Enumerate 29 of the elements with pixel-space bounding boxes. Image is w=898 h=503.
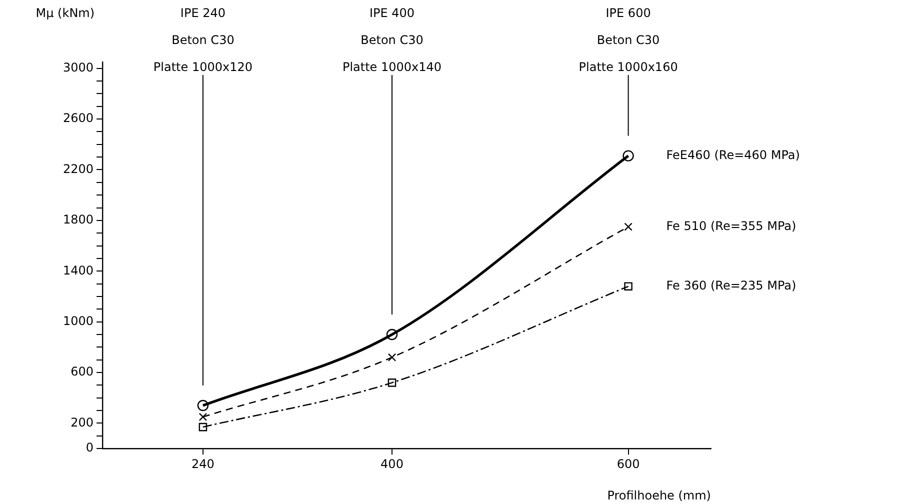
- point: [198, 412, 208, 422]
- text: Fe 360 (Re=235 MPa): [666, 278, 796, 292]
- point: [386, 328, 398, 340]
- point: [388, 378, 396, 387]
- x-tick-label: 400: [380, 456, 404, 471]
- y-tick-label: 3000: [62, 60, 94, 74]
- x-axis-title: Profilhoehe (mm): [607, 488, 711, 503]
- point: [622, 150, 634, 162]
- point: [624, 222, 632, 231]
- point: [198, 422, 208, 432]
- y-tick-label: 2200: [62, 162, 94, 176]
- point: [388, 353, 396, 362]
- ref-line-label: IPE 600 Beton C30 Platte 1000x160: [578, 6, 678, 74]
- point: [624, 282, 632, 290]
- x-tick-label: 240: [192, 456, 214, 471]
- y-tick-label: 600: [70, 364, 94, 379]
- y-tick-label: 0: [86, 440, 94, 455]
- y-tick-label: 1800: [62, 212, 94, 227]
- x-tick-label: 600: [616, 456, 640, 471]
- y-tick-label: 1000: [62, 314, 94, 328]
- ref-line-label: IPE 240 Beton C30 Platte 1000x120: [153, 6, 253, 74]
- point: [197, 400, 209, 412]
- text: FeE460 (Re=460 MPa): [666, 148, 800, 162]
- y-axis-title: Mμ (kNm): [36, 6, 95, 20]
- y-tick-label: 200: [70, 415, 94, 430]
- text: Fe 510 (Re=355 MPa): [666, 218, 796, 233]
- y-tick-label: 2600: [62, 111, 94, 126]
- ref-line-label: IPE 400 Beton C30 Platte 1000x140: [342, 6, 442, 74]
- y-tick-label: 1400: [62, 263, 94, 278]
